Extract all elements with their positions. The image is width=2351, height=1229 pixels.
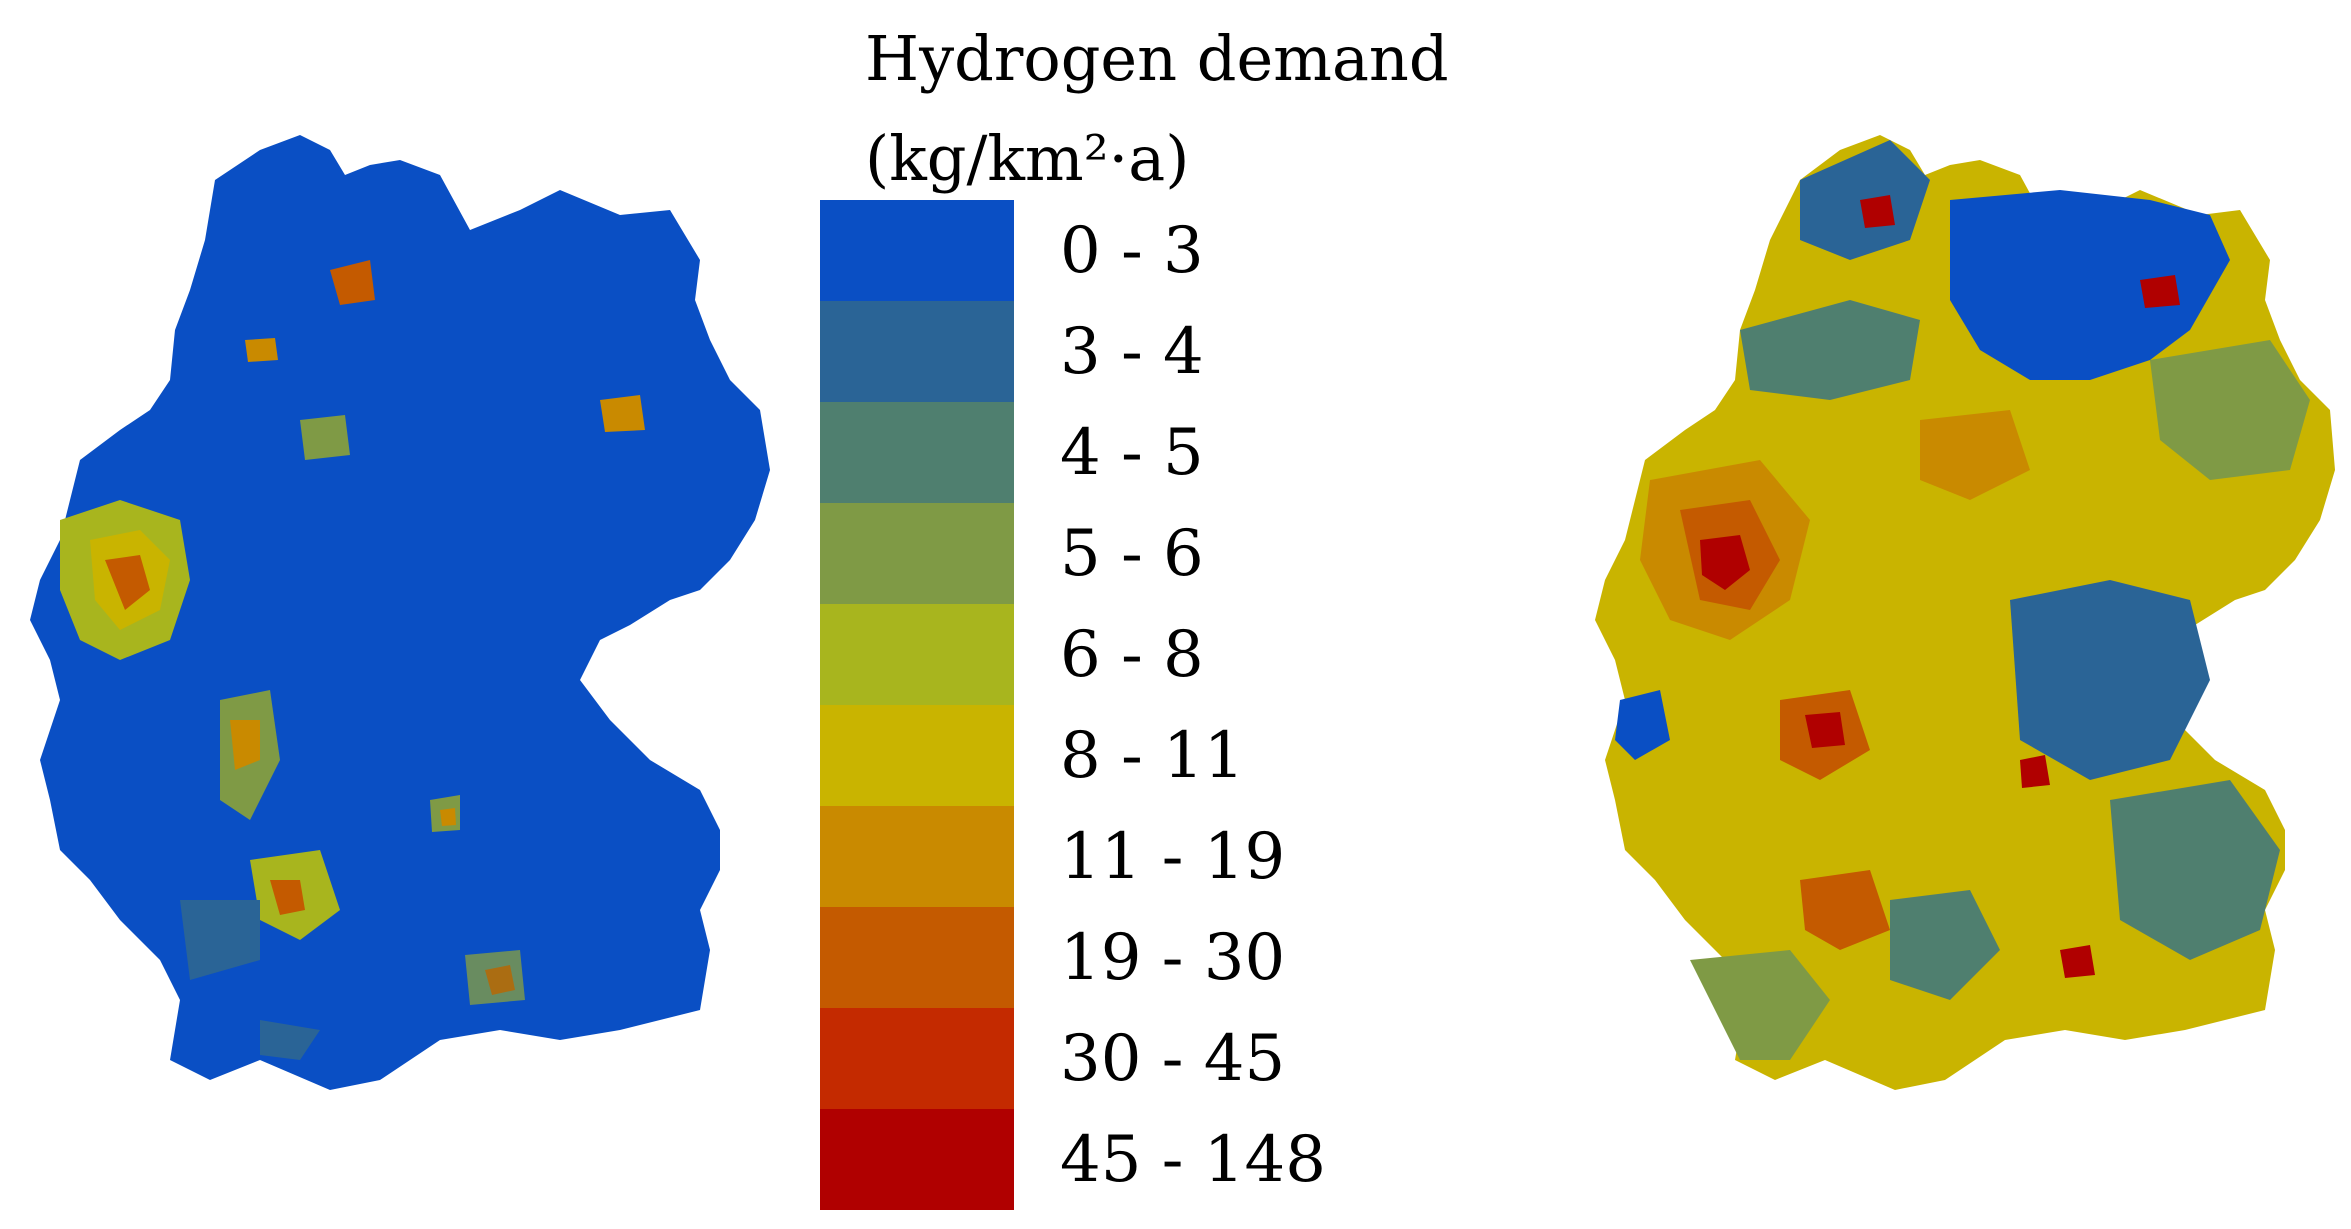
legend-class-label: 6 - 8 xyxy=(1060,618,1204,692)
legend-swatch xyxy=(820,1109,1014,1210)
legend-class-label: 30 - 45 xyxy=(1060,1022,1286,1096)
legend-swatch xyxy=(820,1008,1014,1109)
legend-class-label: 3 - 4 xyxy=(1060,315,1204,389)
legend-class-label: 45 - 148 xyxy=(1060,1123,1326,1197)
legend-title-line1: Hydrogen demand xyxy=(865,22,1449,95)
legend-class-label: 4 - 5 xyxy=(1060,416,1204,490)
legend-swatch xyxy=(820,200,1014,301)
legend-swatch xyxy=(820,806,1014,907)
legend-class-label: 8 - 11 xyxy=(1060,719,1245,793)
legend-swatch xyxy=(820,503,1014,604)
legend-class-label: 0 - 3 xyxy=(1060,214,1204,288)
legend-class-label: 5 - 6 xyxy=(1060,517,1204,591)
legend-swatch xyxy=(820,301,1014,402)
legend-swatch xyxy=(820,604,1014,705)
legend-class-label: 11 - 19 xyxy=(1060,820,1286,894)
legend-title-line2: (kg/km²·a) xyxy=(865,122,1190,195)
map-right-regions xyxy=(1615,140,2310,1060)
legend-swatch xyxy=(820,705,1014,806)
legend-class-label: 19 - 30 xyxy=(1060,921,1286,995)
legend-swatch xyxy=(820,907,1014,1008)
legend-swatch xyxy=(820,402,1014,503)
map-left-hotspots xyxy=(60,260,645,1060)
germany-map-right xyxy=(1595,135,2335,1090)
germany-map-left xyxy=(30,135,770,1090)
germany-outline-left xyxy=(30,135,770,1090)
